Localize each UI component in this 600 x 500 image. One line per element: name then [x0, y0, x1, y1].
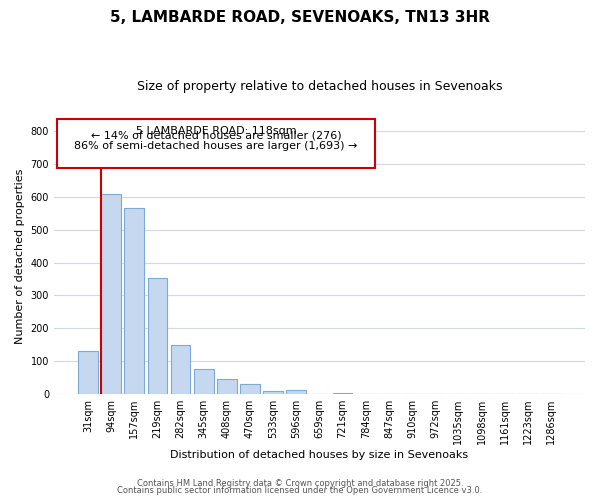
Bar [286, 390, 306, 394]
X-axis label: Distribution of detached houses by size in Sevenoaks: Distribution of detached houses by size … [170, 450, 469, 460]
Bar [78, 352, 98, 394]
Text: 5, LAMBARDE ROAD, SEVENOAKS, TN13 3HR: 5, LAMBARDE ROAD, SEVENOAKS, TN13 3HR [110, 10, 490, 25]
Bar [170, 344, 190, 394]
Bar [217, 378, 236, 394]
Text: Contains HM Land Registry data © Crown copyright and database right 2025.: Contains HM Land Registry data © Crown c… [137, 478, 463, 488]
Bar [240, 384, 260, 394]
Text: Contains public sector information licensed under the Open Government Licence v3: Contains public sector information licen… [118, 486, 482, 495]
Text: 5 LAMBARDE ROAD: 118sqm: 5 LAMBARDE ROAD: 118sqm [136, 126, 296, 136]
Text: 86% of semi-detached houses are larger (1,693) →: 86% of semi-detached houses are larger (… [74, 142, 358, 152]
Title: Size of property relative to detached houses in Sevenoaks: Size of property relative to detached ho… [137, 80, 502, 93]
Bar [194, 369, 214, 394]
Bar [124, 208, 144, 394]
Text: ← 14% of detached houses are smaller (276): ← 14% of detached houses are smaller (27… [91, 130, 341, 140]
Y-axis label: Number of detached properties: Number of detached properties [15, 168, 25, 344]
Bar [101, 194, 121, 394]
FancyBboxPatch shape [56, 119, 375, 168]
Bar [263, 391, 283, 394]
Bar [148, 278, 167, 394]
